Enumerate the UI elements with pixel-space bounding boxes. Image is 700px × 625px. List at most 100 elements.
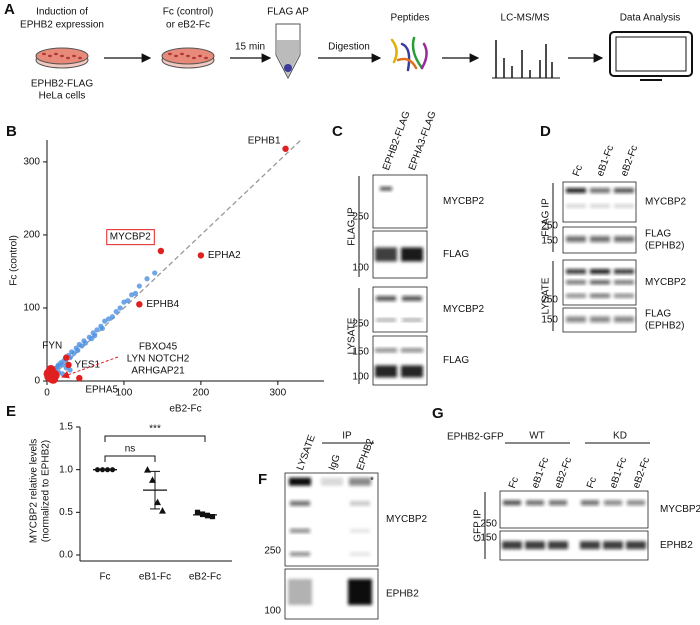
blot-band bbox=[502, 541, 522, 550]
x-tick-label: 100 bbox=[116, 388, 133, 399]
blot-frame bbox=[372, 286, 428, 333]
point bbox=[79, 343, 85, 349]
y-axis-label: MYCBP2 relative levels bbox=[29, 439, 40, 543]
blot-band bbox=[290, 528, 310, 533]
blot-label: (EPHB2) bbox=[645, 321, 684, 332]
highlight-box bbox=[106, 229, 155, 246]
cell bbox=[54, 52, 58, 56]
blot-band bbox=[348, 579, 372, 605]
lane-label: EPHB2-FLAG bbox=[381, 109, 413, 171]
tube-liquid bbox=[277, 40, 299, 76]
blot-label: MYCBP2 bbox=[660, 504, 700, 515]
lane-label: eB2-Fc bbox=[619, 144, 640, 178]
blot-frame bbox=[284, 472, 379, 567]
cell bbox=[168, 52, 172, 56]
blot-label: FLAG bbox=[443, 249, 469, 260]
x-tick-label: Fc bbox=[99, 572, 110, 583]
blot-band bbox=[525, 541, 545, 550]
point bbox=[209, 514, 216, 520]
point-label: EPHB1 bbox=[248, 135, 281, 146]
y-tick-label: 300 bbox=[23, 157, 40, 168]
mw-label: 250 bbox=[264, 546, 281, 557]
peptide bbox=[396, 57, 418, 70]
blot-band bbox=[401, 348, 423, 353]
point bbox=[105, 316, 112, 322]
point bbox=[55, 362, 62, 368]
mw-label: 150 bbox=[480, 533, 497, 544]
blot-band bbox=[402, 318, 422, 322]
panel-letter: G bbox=[432, 405, 444, 422]
lane-label: EPHA3-FLAG bbox=[407, 109, 439, 171]
point bbox=[71, 350, 77, 356]
blot-band bbox=[375, 348, 397, 353]
blot-band bbox=[503, 500, 521, 506]
x-tick-label: eB1-Fc bbox=[139, 572, 171, 583]
section-label: FLAG IP bbox=[541, 198, 552, 237]
section-label: LYSATE bbox=[541, 277, 552, 314]
peptide bbox=[411, 36, 424, 70]
mw-label: 250 bbox=[480, 519, 497, 530]
point bbox=[194, 509, 201, 515]
annotation: LYN NOTCH2 bbox=[127, 354, 190, 365]
x-tick-label: 200 bbox=[193, 388, 210, 399]
blot-label: MYCBP2 bbox=[443, 304, 485, 315]
mw-label: 150 bbox=[541, 315, 558, 326]
monitor-screen bbox=[615, 36, 687, 72]
step-label: or eB2-Fc bbox=[166, 20, 210, 31]
blot-label: MYCBP2 bbox=[645, 277, 687, 288]
annotation: FBXO45 bbox=[139, 342, 178, 353]
mw-label: 250 bbox=[541, 295, 558, 306]
significance-bracket bbox=[104, 435, 206, 442]
blot-band bbox=[566, 236, 586, 243]
point-label: EPHA5 bbox=[85, 385, 118, 396]
significance-bracket bbox=[104, 455, 156, 462]
blot-band bbox=[375, 247, 397, 262]
blot-label: MYCBP2 bbox=[443, 196, 485, 207]
cell bbox=[60, 54, 64, 58]
point bbox=[152, 270, 158, 276]
highlight-point bbox=[45, 365, 56, 376]
step-label: Peptides bbox=[391, 13, 430, 24]
y-tick-label: 200 bbox=[23, 230, 40, 241]
highlight-point bbox=[76, 374, 83, 382]
blot-band bbox=[626, 541, 646, 550]
blot-band bbox=[566, 316, 586, 323]
step-label: Induction of bbox=[36, 7, 88, 18]
panel-letter: C bbox=[332, 123, 343, 140]
cell bbox=[42, 52, 46, 56]
x-tick-label: 300 bbox=[269, 388, 286, 399]
blot-band bbox=[614, 188, 634, 193]
blot-band bbox=[290, 500, 310, 506]
y-tick-label: 0 bbox=[34, 376, 40, 387]
point bbox=[154, 498, 161, 506]
blot-band bbox=[350, 528, 370, 533]
cell bbox=[198, 54, 202, 58]
lane-label: IgG bbox=[327, 453, 343, 472]
arrow-label: 15 min bbox=[235, 42, 265, 53]
point bbox=[104, 467, 111, 473]
highlight-point bbox=[157, 247, 165, 255]
point bbox=[94, 467, 101, 473]
blot-band bbox=[566, 280, 586, 285]
blot-band bbox=[349, 477, 371, 486]
blot-band bbox=[401, 365, 423, 378]
point bbox=[75, 347, 81, 353]
lane-label: eB1-Fc bbox=[595, 144, 616, 178]
significance-label: ns bbox=[125, 444, 136, 455]
blot-band bbox=[375, 365, 397, 378]
group-label: WT bbox=[529, 431, 545, 442]
highlight-point bbox=[63, 354, 70, 361]
mw-label: 250 bbox=[352, 319, 369, 330]
blot-frame bbox=[372, 174, 428, 229]
section-label: GFP IP bbox=[473, 509, 484, 542]
point bbox=[204, 513, 211, 519]
point-label: EPHB4 bbox=[146, 299, 179, 310]
blot-label: FLAG bbox=[443, 355, 469, 366]
x-tick-label: eB2-Fc bbox=[189, 572, 221, 583]
step-label: Data Analysis bbox=[620, 13, 681, 24]
panel-letter: E bbox=[6, 403, 16, 420]
step-label: Fc (control) bbox=[163, 7, 214, 18]
step-label: EPHB2 expression bbox=[20, 20, 104, 31]
mw-label: 150 bbox=[541, 236, 558, 247]
blot-band bbox=[581, 500, 599, 506]
